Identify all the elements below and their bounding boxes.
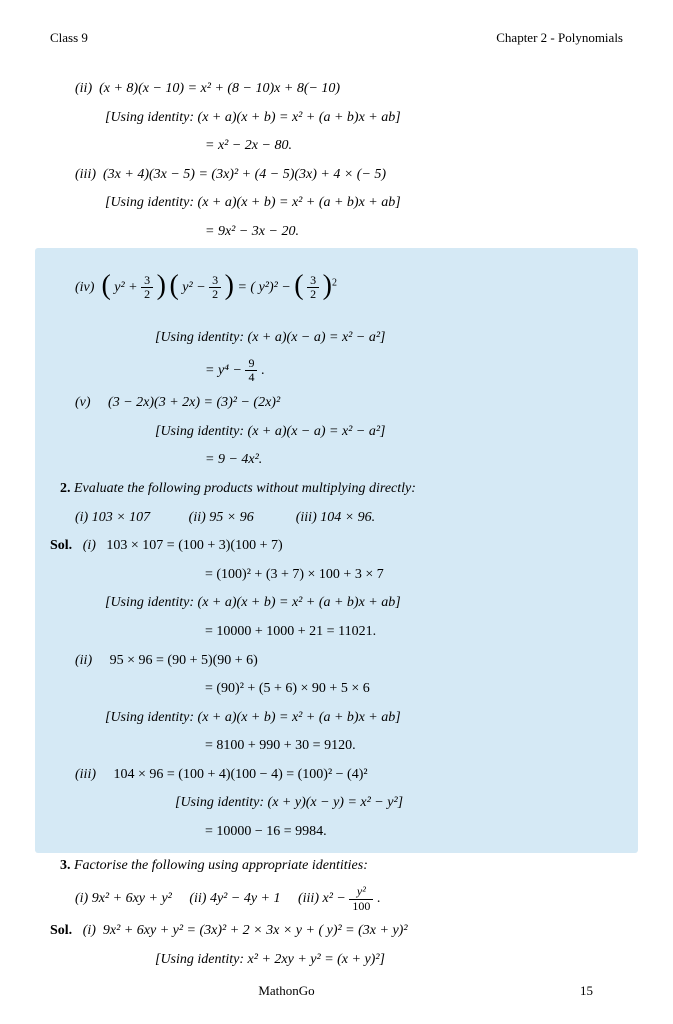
q3-text: Factorise the following using appropriat… (74, 858, 368, 873)
roman-iii: (iii) (75, 167, 96, 182)
expr: [Using identity: (x + a)(x + b) = x² + (… (105, 110, 401, 125)
page: Class 9 Chapter 2 - Polynomials (ii) (x … (0, 0, 673, 1024)
period: . (377, 891, 381, 906)
line-iii: (iii) (3x + 4)(3x − 5) = (3x)² + (4 − 5)… (50, 162, 623, 189)
expr: [Using identity: x² + 2xy + y² = (x + y)… (155, 952, 385, 967)
expr: y² − (182, 280, 205, 295)
expr: [Using identity: (x + a)(x + b) = x² + (… (105, 710, 401, 725)
expr: 104 × 96 = (100 + 4)(100 − 4) = (100)² −… (114, 767, 368, 782)
expr: (3x + 4)(3x − 5) = (3x)² + (4 − 5)(3x) +… (103, 167, 386, 182)
roman-iv: (iv) (75, 280, 94, 295)
paren-icon: ) (323, 251, 332, 321)
sol2-iii-line3: = 10000 − 16 = 9984. (50, 819, 623, 846)
expr: (x + 8)(x − 10) = x² + (8 − 10)x + 8(− 1… (99, 81, 340, 96)
expr: = (90)² + (5 + 6) × 90 + 5 × 6 (205, 681, 370, 696)
exponent: 2 (332, 277, 337, 288)
question-3: 3. Factorise the following using appropr… (50, 853, 623, 880)
expr: = 10000 + 1000 + 21 = 11021. (205, 624, 376, 639)
page-footer: MathonGo 15 (0, 983, 673, 999)
fraction: y²100 (349, 885, 373, 912)
expr: [Using identity: (x + y)(x − y) = x² − y… (175, 795, 403, 810)
roman-ii: (ii) (75, 81, 92, 96)
sol2-line2: = (100)² + (3 + 7) × 100 + 3 × 7 (50, 562, 623, 589)
q2-number: 2. (60, 481, 71, 496)
roman-i: (i) (83, 538, 96, 553)
question-2: 2. Evaluate the following products witho… (50, 476, 623, 503)
sol2-ii-line1: (ii) 95 × 96 = (90 + 5)(90 + 6) (50, 648, 623, 675)
expr: (3 − 2x)(3 + 2x) = (3)² − (2x)² (108, 395, 280, 410)
sol2-iii-line1: (iii) 104 × 96 = (100 + 4)(100 − 4) = (1… (50, 762, 623, 789)
expr: = x² − 2x − 80. (205, 138, 292, 153)
footer-page-number: 15 (580, 983, 593, 999)
line-v: (v) (3 − 2x)(3 + 2x) = (3)² − (2x)² (50, 390, 623, 417)
content-body: (ii) (x + 8)(x − 10) = x² + (8 − 10)x + … (50, 76, 623, 973)
sol2-ii-line2: = (90)² + (5 + 6) × 90 + 5 × 6 (50, 676, 623, 703)
q3-i: (i) 9x² + 6xy + y² (75, 891, 172, 906)
q2-text: Evaluate the following products without … (74, 481, 416, 496)
header-left: Class 9 (50, 30, 88, 46)
expr: 103 × 107 = (100 + 3)(100 + 7) (106, 538, 282, 553)
q2-options: (i) 103 × 107 (ii) 95 × 96 (iii) 104 × 9… (50, 505, 623, 532)
q2-i: (i) 103 × 107 (75, 510, 150, 525)
fraction: 32 (307, 274, 319, 301)
period: . (261, 363, 265, 378)
q2-ii: (ii) 95 × 96 (189, 510, 254, 525)
highlight-block: (iv) ( y² + 32 ) ( y² − 32 ) = ( y²)² − … (35, 248, 638, 853)
page-header: Class 9 Chapter 2 - Polynomials (50, 30, 623, 46)
expr: = (100)² + (3 + 7) × 100 + 3 × 7 (205, 567, 384, 582)
result-line: = y⁴ − 94 . (50, 353, 623, 388)
line-iv: (iv) ( y² + 32 ) ( y² − 32 ) = ( y²)² − … (50, 253, 623, 323)
identity-line: [Using identity: (x + a)(x − a) = x² − a… (50, 325, 623, 352)
sol2-line3: [Using identity: (x + a)(x + b) = x² + (… (50, 590, 623, 617)
roman-iii: (iii) (75, 767, 96, 782)
q3-iii-a: (iii) x² − (298, 891, 346, 906)
roman-v: (v) (75, 395, 91, 410)
result-line: = 9x² − 3x − 20. (50, 219, 623, 246)
paren-icon: ) (157, 251, 166, 321)
expr: y² + (114, 280, 137, 295)
expr: [Using identity: (x + a)(x − a) = x² − a… (155, 330, 385, 345)
expr: [Using identity: (x + a)(x + b) = x² + (… (105, 195, 401, 210)
roman-ii: (ii) (75, 653, 92, 668)
paren-icon: ) (225, 251, 234, 321)
sol2-ii-line3: [Using identity: (x + a)(x + b) = x² + (… (50, 705, 623, 732)
paren-icon: ( (169, 251, 178, 321)
fraction: 32 (209, 274, 221, 301)
sol2-iii-line2: [Using identity: (x + y)(x − y) = x² − y… (50, 790, 623, 817)
expr: 95 × 96 = (90 + 5)(90 + 6) (110, 653, 258, 668)
fraction: 94 (245, 357, 257, 384)
expr: [Using identity: (x + a)(x + b) = x² + (… (105, 595, 401, 610)
paren-icon: ( (101, 251, 110, 321)
sol-label: Sol. (50, 923, 72, 938)
sol3-line2: [Using identity: x² + 2xy + y² = (x + y)… (50, 947, 623, 974)
footer-brand: MathonGo (258, 983, 314, 999)
paren-icon: ( (294, 251, 303, 321)
expr: = y⁴ − (205, 363, 242, 378)
sol2-line1: Sol. (i) 103 × 107 = (100 + 3)(100 + 7) (50, 533, 623, 560)
roman-i: (i) (83, 923, 96, 938)
q3-options: (i) 9x² + 6xy + y² (ii) 4y² − 4y + 1 (ii… (50, 881, 623, 916)
expr: 9x² + 6xy + y² = (3x)² + 2 × 3x × y + ( … (103, 923, 408, 938)
header-right: Chapter 2 - Polynomials (496, 30, 623, 46)
expr: = ( y²)² − (237, 280, 290, 295)
result-line: = x² − 2x − 80. (50, 133, 623, 160)
q3-number: 3. (60, 858, 71, 873)
sol-label: Sol. (50, 538, 72, 553)
expr: = 9x² − 3x − 20. (205, 224, 299, 239)
expr: = 10000 − 16 = 9984. (205, 824, 327, 839)
q3-ii: (ii) 4y² − 4y + 1 (189, 891, 280, 906)
identity-line: [Using identity: (x + a)(x + b) = x² + (… (50, 190, 623, 217)
result-line: = 9 − 4x². (50, 447, 623, 474)
expr: = 9 − 4x². (205, 452, 262, 467)
identity-line: [Using identity: (x + a)(x − a) = x² − a… (50, 419, 623, 446)
line-ii: (ii) (x + 8)(x − 10) = x² + (8 − 10)x + … (50, 76, 623, 103)
sol2-line4: = 10000 + 1000 + 21 = 11021. (50, 619, 623, 646)
expr: [Using identity: (x + a)(x − a) = x² − a… (155, 424, 385, 439)
expr: = 8100 + 990 + 30 = 9120. (205, 738, 356, 753)
sol3-line1: Sol. (i) 9x² + 6xy + y² = (3x)² + 2 × 3x… (50, 918, 623, 945)
identity-line: [Using identity: (x + a)(x + b) = x² + (… (50, 105, 623, 132)
fraction: 32 (141, 274, 153, 301)
q2-iii: (iii) 104 × 96. (296, 510, 375, 525)
sol2-ii-line4: = 8100 + 990 + 30 = 9120. (50, 733, 623, 760)
